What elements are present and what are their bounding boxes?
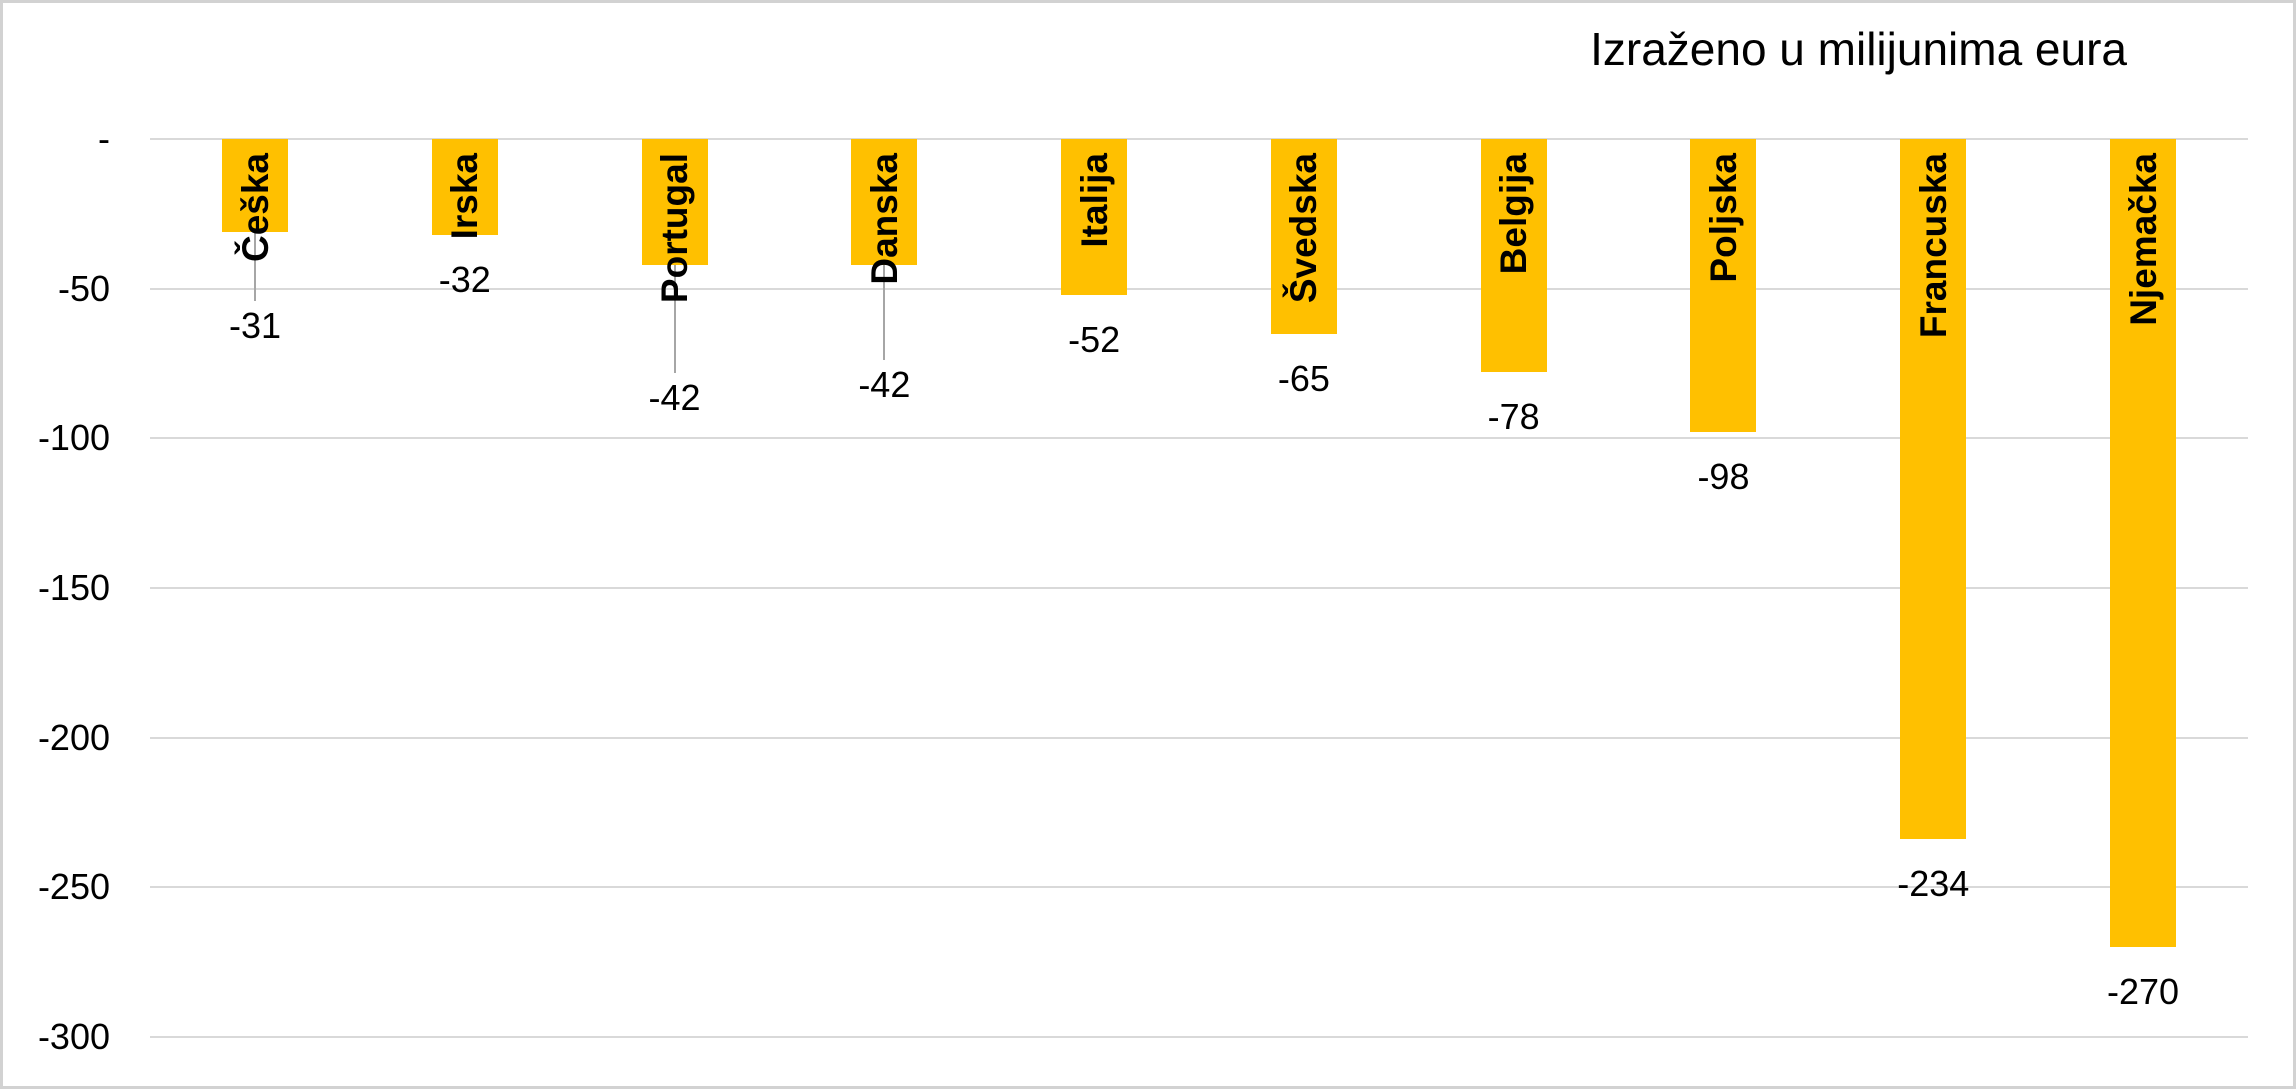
bar (1061, 139, 1128, 295)
bar-value-label: -270 (2106, 971, 2180, 1013)
bar (1690, 139, 1757, 433)
bar (2110, 139, 2177, 948)
bar-category-label: Poljska (1702, 153, 1744, 283)
bar-value-label: -32 (438, 258, 491, 300)
bar-value-label: -234 (1897, 863, 1970, 905)
bar-value-label: -98 (1697, 456, 1750, 498)
y-axis-tick-label: -200 (37, 716, 110, 758)
gridline (150, 1035, 2248, 1038)
bar-category-label: Italija (1073, 153, 1115, 248)
gridline (150, 437, 2248, 440)
bar-category-label: Irska (444, 153, 486, 240)
gridline (150, 138, 2248, 140)
gridline (150, 886, 2248, 889)
leader-line (673, 264, 676, 373)
bar-value-label: -31 (228, 305, 282, 346)
gridline (150, 287, 2248, 290)
bar-category-label: Švedska (1283, 153, 1325, 304)
chart-title: Izraženo u milijunima eura (1590, 23, 2127, 75)
bar (222, 139, 288, 232)
bar-category-label: Belgija (1493, 153, 1535, 275)
y-axis-tick-label: - (98, 118, 110, 159)
bar-category-label: Češka (234, 153, 276, 263)
leader-line (254, 231, 256, 301)
y-axis-tick-label: -150 (37, 566, 110, 608)
bar-category-label: Danska (863, 153, 905, 285)
bar-value-label: -65 (1277, 357, 1330, 399)
bar (1270, 139, 1337, 334)
bar-category-label: Portugal (654, 153, 696, 304)
bar-category-label: Francuska (1912, 153, 1954, 339)
y-axis-tick-label: -50 (57, 267, 110, 309)
y-axis-tick-label: -100 (37, 417, 110, 459)
bar (1900, 139, 1967, 840)
leader-line (883, 264, 886, 360)
y-axis-tick-label: -250 (37, 866, 110, 908)
bar-category-label: Njemačka (2122, 153, 2164, 326)
gridline (150, 586, 2248, 589)
y-axis-tick-label: -300 (37, 1015, 110, 1057)
bar-value-label: -42 (648, 377, 701, 418)
bar-value-label: -42 (858, 364, 911, 405)
bar (851, 139, 918, 265)
bar-value-label: -78 (1487, 396, 1540, 438)
bar (431, 139, 498, 235)
bar (1480, 139, 1547, 373)
bar (641, 139, 708, 265)
bar-value-label: -52 (1068, 318, 1121, 360)
gridline (150, 736, 2248, 739)
